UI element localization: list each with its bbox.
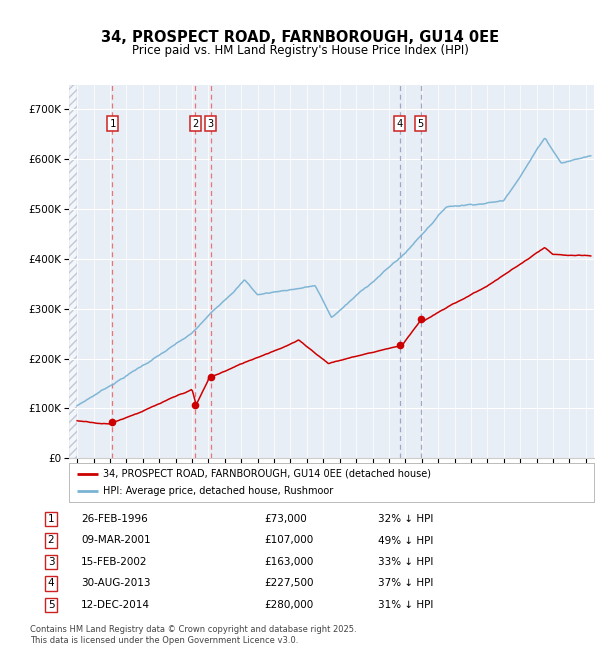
Text: 1: 1 xyxy=(47,514,55,524)
Text: £227,500: £227,500 xyxy=(264,578,314,588)
Text: 33% ↓ HPI: 33% ↓ HPI xyxy=(378,557,433,567)
Text: 49% ↓ HPI: 49% ↓ HPI xyxy=(378,536,433,545)
Bar xyxy=(69,84,77,458)
Text: 3: 3 xyxy=(47,557,55,567)
Text: 09-MAR-2001: 09-MAR-2001 xyxy=(81,536,151,545)
Text: 32% ↓ HPI: 32% ↓ HPI xyxy=(378,514,433,524)
Bar xyxy=(69,84,77,458)
Text: 34, PROSPECT ROAD, FARNBOROUGH, GU14 0EE: 34, PROSPECT ROAD, FARNBOROUGH, GU14 0EE xyxy=(101,30,499,46)
Text: 5: 5 xyxy=(418,119,424,129)
Text: 2: 2 xyxy=(47,536,55,545)
Text: £280,000: £280,000 xyxy=(264,600,313,610)
Text: 4: 4 xyxy=(397,119,403,129)
Text: £163,000: £163,000 xyxy=(264,557,313,567)
Text: 30-AUG-2013: 30-AUG-2013 xyxy=(81,578,151,588)
Text: 31% ↓ HPI: 31% ↓ HPI xyxy=(378,600,433,610)
Text: Contains HM Land Registry data © Crown copyright and database right 2025.
This d: Contains HM Land Registry data © Crown c… xyxy=(30,625,356,645)
Text: 26-FEB-1996: 26-FEB-1996 xyxy=(81,514,148,524)
Text: £107,000: £107,000 xyxy=(264,536,313,545)
Text: 4: 4 xyxy=(47,578,55,588)
Text: 12-DEC-2014: 12-DEC-2014 xyxy=(81,600,150,610)
Text: 5: 5 xyxy=(47,600,55,610)
Text: 15-FEB-2002: 15-FEB-2002 xyxy=(81,557,148,567)
Text: 37% ↓ HPI: 37% ↓ HPI xyxy=(378,578,433,588)
Text: 1: 1 xyxy=(109,119,116,129)
Text: HPI: Average price, detached house, Rushmoor: HPI: Average price, detached house, Rush… xyxy=(103,486,334,496)
Text: Price paid vs. HM Land Registry's House Price Index (HPI): Price paid vs. HM Land Registry's House … xyxy=(131,44,469,57)
Text: 34, PROSPECT ROAD, FARNBOROUGH, GU14 0EE (detached house): 34, PROSPECT ROAD, FARNBOROUGH, GU14 0EE… xyxy=(103,469,431,478)
Text: £73,000: £73,000 xyxy=(264,514,307,524)
Text: 3: 3 xyxy=(208,119,214,129)
Text: 2: 2 xyxy=(192,119,198,129)
